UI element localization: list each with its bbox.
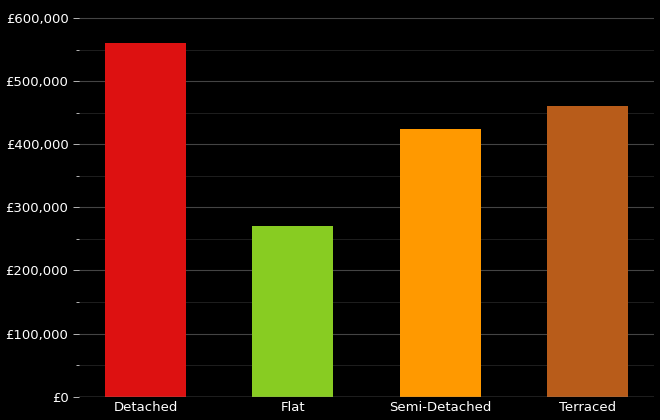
Bar [400,129,481,396]
Bar [105,43,186,396]
Bar [547,106,628,396]
Bar [252,226,333,396]
